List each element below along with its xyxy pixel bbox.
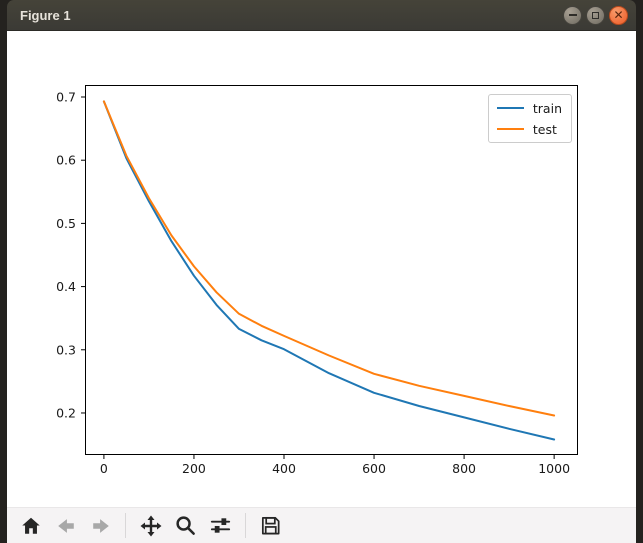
pan-button[interactable]: [133, 511, 168, 541]
back-button[interactable]: [48, 511, 83, 541]
zoom-button[interactable]: [168, 511, 203, 541]
floppy-disk-icon: [261, 516, 280, 535]
navigation-toolbar: [7, 507, 636, 543]
close-button[interactable]: ✕: [609, 5, 628, 25]
save-button[interactable]: [253, 511, 288, 541]
titlebar[interactable]: Figure 1 ✕: [7, 0, 636, 31]
back-arrow-icon: [57, 518, 74, 533]
forward-button[interactable]: [83, 511, 118, 541]
svg-text:0.3: 0.3: [56, 342, 76, 357]
toolbar-separator: [125, 513, 126, 538]
svg-text:0.7: 0.7: [56, 90, 76, 105]
close-icon: ✕: [613, 8, 624, 22]
svg-text:800: 800: [452, 461, 476, 476]
legend[interactable]: train test: [487, 94, 572, 143]
legend-entry-test: test: [496, 121, 562, 137]
svg-text:0.4: 0.4: [56, 279, 76, 294]
svg-text:200: 200: [182, 461, 206, 476]
svg-text:1000: 1000: [538, 461, 570, 476]
minimize-button[interactable]: [563, 5, 582, 25]
subplots-button[interactable]: [203, 511, 238, 541]
figure-canvas[interactable]: 0 200 400 600 800 1000 0.2 0.3 0.4 0.5 0.6 0.7 trai…: [7, 31, 636, 507]
svg-text:400: 400: [272, 461, 296, 476]
toolbar-separator: [245, 513, 246, 538]
home-button[interactable]: [13, 511, 48, 541]
magnifier-icon: [176, 516, 195, 535]
test-line-swatch: [496, 128, 524, 130]
svg-text:0.5: 0.5: [56, 216, 76, 231]
legend-label-test: test: [532, 121, 557, 137]
svg-text:600: 600: [362, 461, 386, 476]
svg-text:0: 0: [100, 461, 108, 476]
legend-label-train: train: [532, 100, 562, 116]
svg-text:0.6: 0.6: [56, 153, 76, 168]
figure-window: Figure 1 ✕ 0 200 400 600 800 1000 0.2 0.3 0.4 0.5…: [7, 0, 636, 543]
minimize-icon: [568, 14, 577, 16]
window-controls: ✕: [563, 5, 628, 25]
axes-area[interactable]: 0 200 400 600 800 1000 0.2 0.3 0.4 0.5 0.6 0.7 trai…: [56, 85, 578, 476]
maximize-icon: [592, 11, 599, 19]
maximize-button[interactable]: [586, 5, 605, 25]
train-line-swatch: [496, 107, 524, 109]
pan-move-icon: [140, 515, 161, 536]
forward-arrow-icon: [92, 518, 109, 533]
sliders-icon: [210, 518, 231, 533]
line-chart[interactable]: 0 200 400 600 800 1000 0.2 0.3 0.4 0.5 0.6 0.7: [56, 85, 578, 476]
window-title: Figure 1: [20, 7, 71, 23]
svg-text:0.2: 0.2: [56, 405, 76, 420]
home-icon: [21, 517, 40, 534]
legend-entry-train: train: [496, 100, 562, 116]
